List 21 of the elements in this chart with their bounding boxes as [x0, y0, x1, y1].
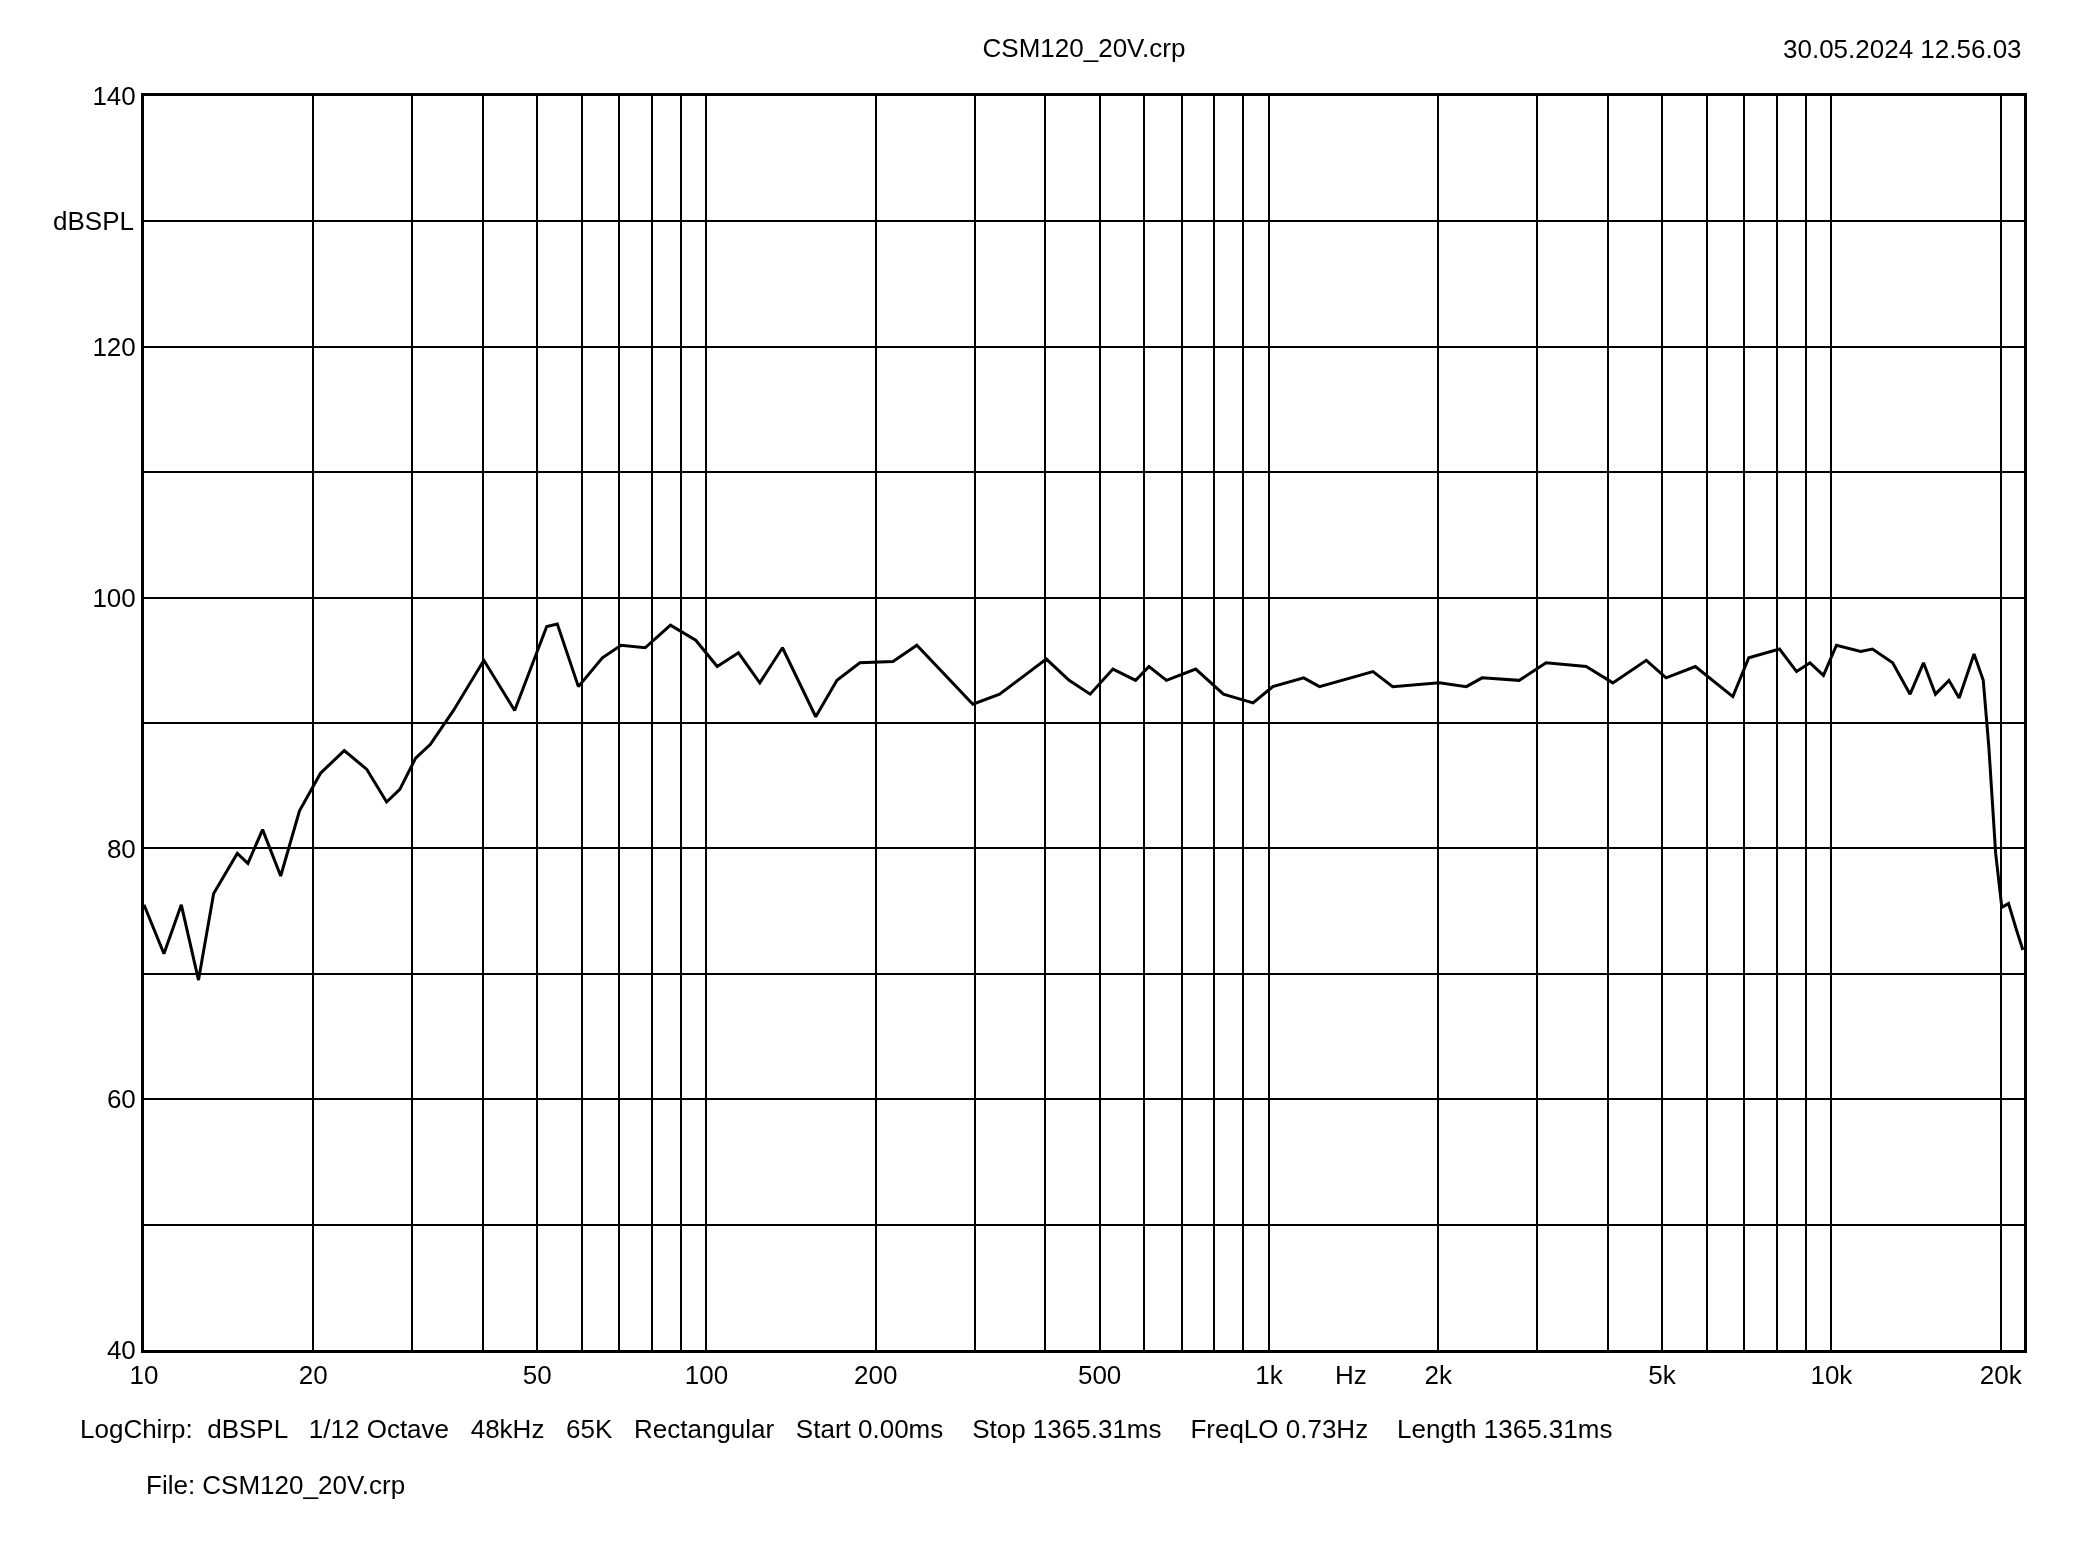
- x-tick-label: 20: [298, 1360, 328, 1391]
- x-tick-label: 2k: [1424, 1360, 1453, 1391]
- y-tick-label: 80: [106, 833, 136, 864]
- x-tick-label: 100: [684, 1360, 729, 1391]
- y-tick-label: 120: [92, 331, 136, 362]
- text: LogChirp: dBSPL 1/12 Octave 48kHz 65K Rectangular Start 0.00ms Stop 1365.31ms FreqLO 0.73Hz Length 1365.31ms: [80, 1414, 1613, 1444]
- y-tick-label: 100: [92, 582, 136, 613]
- x-tick-label: 1k: [1255, 1360, 1284, 1391]
- y-tick-label: 60: [106, 1084, 136, 1115]
- text: File: CSM120_20V.crp: [146, 1470, 406, 1500]
- x-tick-label: 500: [1077, 1360, 1122, 1391]
- x-axis-title: Hz: [1335, 1360, 1367, 1390]
- x-tick-label: 10k: [1810, 1360, 1854, 1391]
- x-tick-label: 5k: [1648, 1360, 1677, 1391]
- y-tick-label: 140: [92, 81, 136, 112]
- text: 30.05.2024 12.56.03: [1783, 34, 2022, 64]
- x-tick-label: 50: [522, 1360, 552, 1391]
- x-tick-label: 20k: [1979, 1360, 2023, 1391]
- x-tick-label: 200: [854, 1360, 898, 1391]
- chart-title: CSM120_20V.crp: [982, 33, 1186, 64]
- y-axis-title: dBSPL: [53, 206, 134, 236]
